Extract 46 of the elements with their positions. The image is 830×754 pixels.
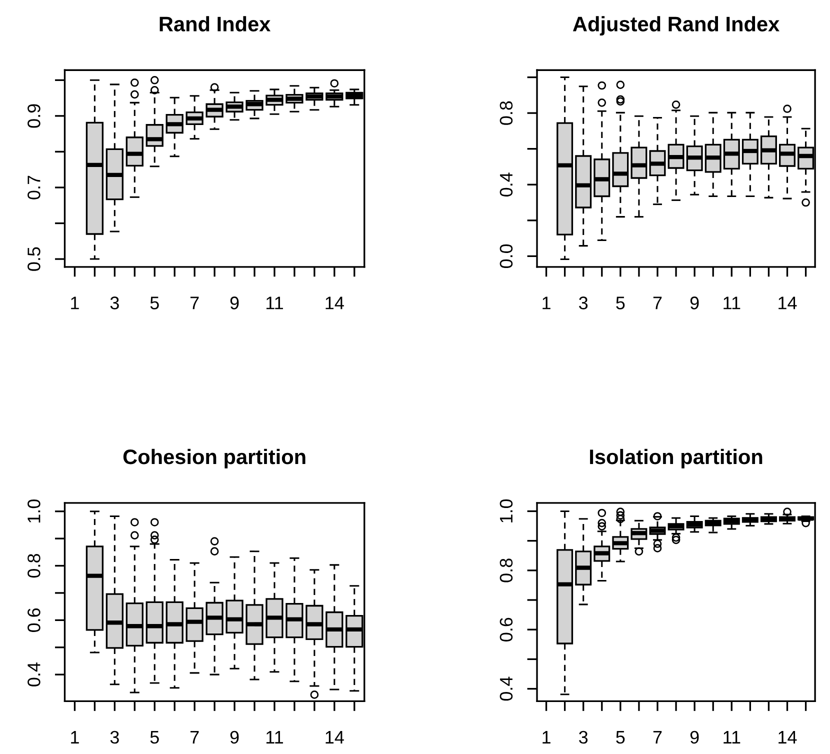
y-tick-label: 0.4 [500, 172, 513, 196]
x-tick-label: 3 [579, 730, 588, 744]
chart-title: Adjusted Rand Index [572, 16, 780, 36]
x-tick-label: 9 [690, 296, 699, 310]
x-tick-label: 3 [110, 296, 119, 310]
x-tick-label: 9 [690, 730, 699, 744]
y-tick-label: 0.7 [28, 176, 40, 200]
y-tick-label: 1.0 [28, 500, 40, 523]
x-tick-label: 7 [190, 731, 199, 744]
x-tick-label: 5 [616, 731, 625, 744]
x-tick-label: 9 [230, 730, 239, 744]
x-tick-label: 14 [778, 296, 797, 310]
y-tick-label: 0.6 [500, 618, 513, 642]
y-tick-label: 0.5 [28, 247, 40, 271]
y-tick-label: 0.4 [28, 662, 40, 686]
x-tick-label: 9 [230, 296, 239, 310]
x-tick-label: 5 [150, 731, 159, 744]
y-tick-label: 0.8 [500, 101, 513, 125]
x-tick-label: 14 [326, 296, 344, 310]
chart-title: Rand Index [160, 16, 271, 32]
x-tick-label: 7 [653, 296, 662, 310]
y-tick-label: 0.8 [500, 558, 513, 582]
x-tick-label: 14 [778, 731, 797, 744]
y-tick-label: 0.9 [28, 104, 40, 128]
x-tick-label: 11 [724, 731, 740, 744]
y-tick-label: 0.4 [500, 676, 513, 701]
x-tick-label: 11 [266, 731, 283, 744]
chart-title: Isolation partition [590, 448, 762, 468]
x-tick-label: 11 [266, 296, 283, 310]
x-tick-label: 3 [579, 296, 588, 310]
x-tick-label: 5 [150, 296, 159, 310]
x-tick-label: 14 [326, 731, 344, 744]
x-tick-label: 7 [190, 296, 199, 310]
x-tick-label: 5 [616, 296, 625, 310]
y-tick-label: 1.0 [500, 499, 513, 522]
x-tick-label: 1 [542, 296, 550, 310]
x-tick-label: 1 [71, 296, 79, 310]
x-tick-label: 1 [542, 731, 550, 744]
x-tick-label: 1 [71, 731, 79, 744]
x-tick-label: 3 [110, 730, 119, 744]
x-tick-label: 11 [724, 296, 740, 310]
y-tick-label: 0.0 [500, 244, 513, 268]
y-tick-label: 0.8 [28, 554, 40, 578]
y-tick-label: 0.6 [28, 608, 40, 632]
chart-title: Cohesion partition [123, 448, 306, 468]
x-tick-label: 7 [653, 731, 662, 744]
